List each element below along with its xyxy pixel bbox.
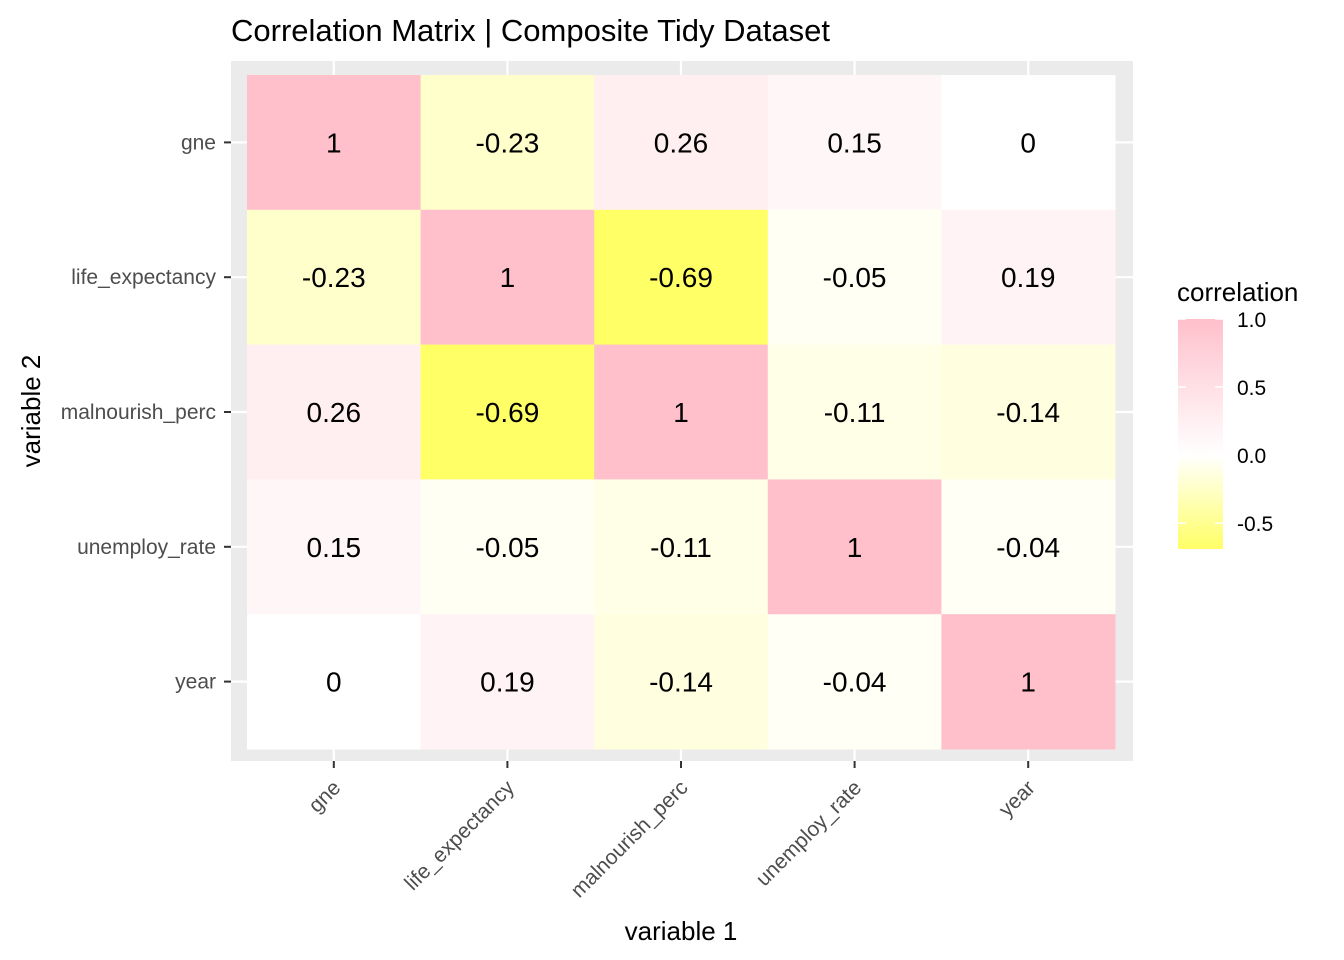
y-tick-label-life_expectancy: life_expectancy xyxy=(71,266,216,289)
heatmap-cell-labels: 1 -0.23 0.26 0.15 0 -0.23 1 -0.69 -0.05 0.19 0.26 -… xyxy=(302,127,1060,697)
cell-gne-malnourish_perc xyxy=(594,75,769,211)
cell-label-malnourish_perc-gne: 0.26 xyxy=(307,397,362,428)
heatmap-cells xyxy=(247,75,1116,750)
cell-label-unemploy_rate-malnourish_perc: -0.11 xyxy=(650,532,712,563)
cell-label-gne-gne: 1 xyxy=(326,127,342,158)
y-axis: gne life_expectancy malnourish_percunemplo… xyxy=(61,131,231,694)
legend-tick-label: 0.0 xyxy=(1237,445,1266,468)
y-tick-label-malnourish_perc: malnourish_perc xyxy=(61,401,216,424)
cell-label-malnourish_perc-unemploy_rate: -0.11 xyxy=(824,397,886,428)
x-axis-title: variable 1 xyxy=(625,916,738,946)
cell-life_expectancy-malnourish_perc xyxy=(594,209,769,346)
x-tick-label-unemploy_rate: unemploy_rate xyxy=(752,776,866,890)
cell-life_expectancy-life_expectancy xyxy=(420,209,595,346)
cell-life_expectancy-gne xyxy=(247,209,422,346)
cell-malnourish_perc-unemploy_rate xyxy=(767,344,942,480)
cell-unemploy_rate-life_expectancy xyxy=(420,479,595,615)
color-legend: correlation 1.0 0.5 0.0 -0.5 xyxy=(1177,277,1298,549)
cell-life_expectancy-year xyxy=(941,209,1116,346)
cell-label-malnourish_perc-life_expectancy: -0.69 xyxy=(475,397,539,428)
cell-label-year-year: 1 xyxy=(1020,667,1036,698)
chart-title: Correlation Matrix | Composite Tidy Data… xyxy=(231,13,830,48)
cell-unemploy_rate-malnourish_perc xyxy=(594,479,769,615)
cell-label-year-malnourish_perc: -0.14 xyxy=(649,667,713,698)
cell-gne-year xyxy=(941,75,1116,211)
legend-colorbar xyxy=(1178,319,1223,549)
cell-label-malnourish_perc-malnourish_perc: 1 xyxy=(673,397,689,428)
cell-label-life_expectancy-malnourish_perc: -0.69 xyxy=(649,262,713,293)
cell-year-unemploy_rate xyxy=(767,614,942,750)
cell-unemploy_rate-unemploy_rate xyxy=(767,479,942,615)
cell-label-life_expectancy-year: 0.19 xyxy=(1001,262,1056,293)
cell-label-unemploy_rate-year: -0.04 xyxy=(996,532,1060,563)
cell-year-malnourish_perc xyxy=(594,614,769,750)
legend-tick-label: 1.0 xyxy=(1237,309,1266,332)
cell-label-year-unemploy_rate: -0.04 xyxy=(823,667,887,698)
cell-malnourish_perc-gne xyxy=(247,344,422,480)
cell-label-year-gne: 0 xyxy=(326,667,342,698)
x-tick-label-year: year xyxy=(995,776,1040,821)
cell-label-unemploy_rate-unemploy_rate: 1 xyxy=(847,532,863,563)
legend-ticks: 1.0 0.5 0.0 -0.5 xyxy=(1178,309,1273,536)
x-axis: gne life_expectancy malnourish_perc unemplo… xyxy=(304,761,1040,902)
cell-malnourish_perc-life_expectancy xyxy=(420,344,595,480)
x-tick-label-life_expectancy: life_expectancy xyxy=(400,776,519,895)
cell-label-gne-malnourish_perc: 0.26 xyxy=(654,127,709,158)
legend-tick-label: 0.5 xyxy=(1237,377,1266,400)
y-tick-label-year: year xyxy=(175,671,216,694)
cell-malnourish_perc-malnourish_perc xyxy=(594,344,769,480)
cell-year-year xyxy=(941,614,1116,750)
cell-label-year-life_expectancy: 0.19 xyxy=(480,667,535,698)
cell-life_expectancy-unemploy_rate xyxy=(767,209,942,346)
y-tick-label-gne: gne xyxy=(181,131,216,154)
cell-label-life_expectancy-unemploy_rate: -0.05 xyxy=(823,262,887,293)
cell-label-gne-life_expectancy: -0.23 xyxy=(475,127,539,158)
cell-unemploy_rate-year xyxy=(941,479,1116,615)
x-tick-label-malnourish_perc: malnourish_perc xyxy=(566,776,692,902)
cell-gne-life_expectancy xyxy=(420,75,595,211)
y-axis-title: variable 2 xyxy=(16,355,46,468)
cell-malnourish_perc-year xyxy=(941,344,1116,480)
cell-label-gne-unemploy_rate: 0.15 xyxy=(827,127,882,158)
cell-label-unemploy_rate-gne: 0.15 xyxy=(307,532,362,563)
cell-label-malnourish_perc-year: -0.14 xyxy=(996,397,1060,428)
cell-year-life_expectancy xyxy=(420,614,595,750)
cell-label-unemploy_rate-life_expectancy: -0.05 xyxy=(475,532,539,563)
y-tick-label-unemploy_rate: unemploy_rate xyxy=(77,536,216,559)
legend-title: correlation xyxy=(1177,277,1298,307)
cell-unemploy_rate-gne xyxy=(247,479,422,615)
cell-year-gne xyxy=(247,614,422,750)
cell-label-gne-year: 0 xyxy=(1020,127,1036,158)
cell-gne-gne xyxy=(247,75,422,211)
cell-gne-unemploy_rate xyxy=(767,75,942,211)
x-tick-label-gne: gne xyxy=(304,776,345,817)
legend-tick-label: -0.5 xyxy=(1237,513,1273,536)
cell-label-life_expectancy-life_expectancy: 1 xyxy=(500,262,516,293)
cell-label-life_expectancy-gne: -0.23 xyxy=(302,262,366,293)
